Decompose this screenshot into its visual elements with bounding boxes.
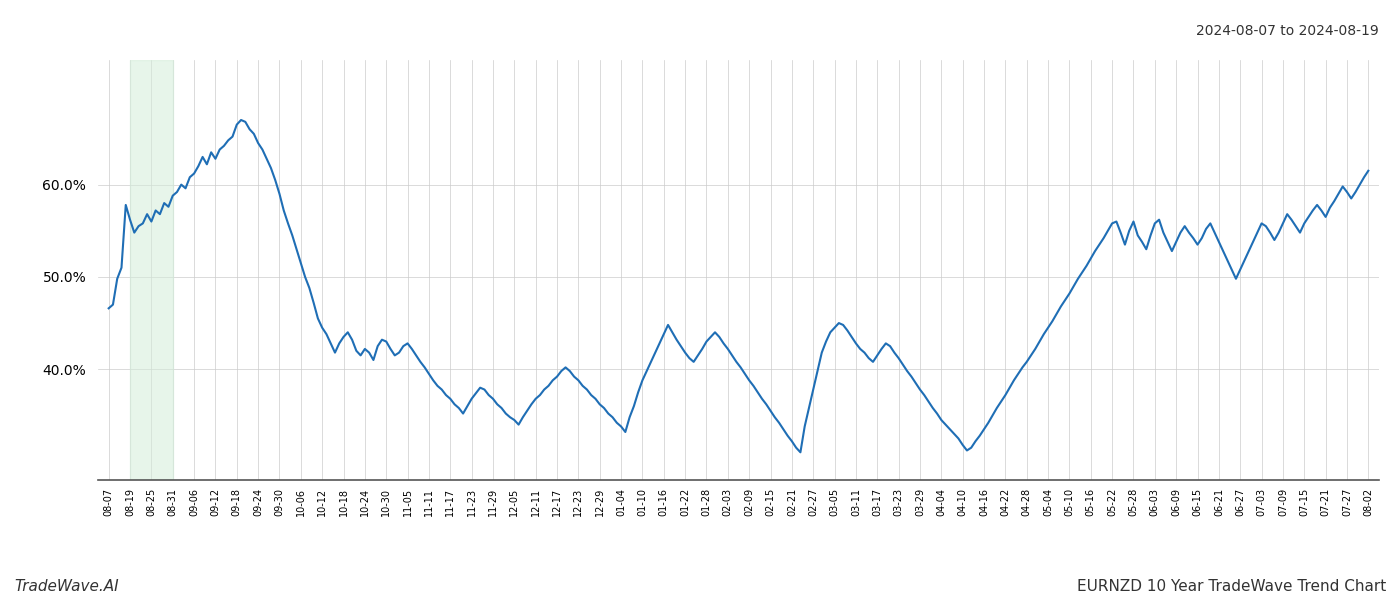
Bar xyxy=(130,60,172,480)
Text: EURNZD 10 Year TradeWave Trend Chart: EURNZD 10 Year TradeWave Trend Chart xyxy=(1077,579,1386,594)
Text: 2024-08-07 to 2024-08-19: 2024-08-07 to 2024-08-19 xyxy=(1196,24,1379,38)
Text: TradeWave.AI: TradeWave.AI xyxy=(14,579,119,594)
